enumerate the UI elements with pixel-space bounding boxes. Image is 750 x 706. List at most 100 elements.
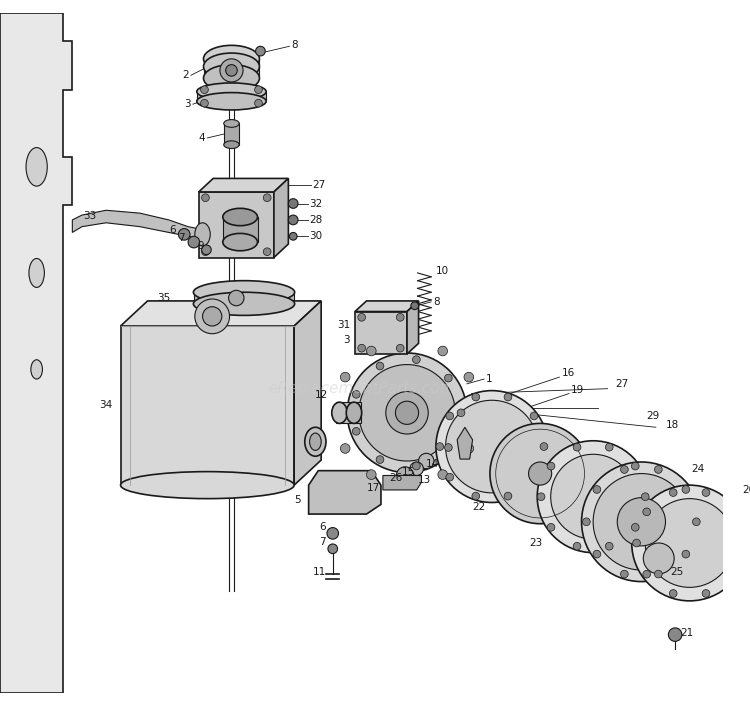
Polygon shape [194, 292, 294, 304]
Circle shape [202, 245, 211, 255]
Circle shape [226, 65, 237, 76]
Circle shape [445, 443, 452, 451]
Circle shape [633, 539, 640, 547]
Text: 17: 17 [367, 483, 380, 493]
Circle shape [632, 462, 639, 470]
Text: 4: 4 [199, 133, 206, 143]
Circle shape [290, 232, 297, 240]
Circle shape [438, 469, 448, 479]
Circle shape [263, 248, 271, 256]
Circle shape [548, 523, 555, 531]
Ellipse shape [203, 53, 259, 80]
Circle shape [178, 229, 190, 240]
Text: 7: 7 [320, 537, 326, 547]
Polygon shape [199, 192, 274, 258]
Text: 8: 8 [291, 40, 298, 50]
Text: 24: 24 [692, 464, 705, 474]
Text: eReplacementParts.com: eReplacementParts.com [268, 381, 455, 396]
Circle shape [340, 372, 350, 382]
Circle shape [620, 570, 628, 578]
Text: 35: 35 [158, 293, 171, 303]
Circle shape [327, 527, 338, 539]
Circle shape [436, 390, 548, 503]
Circle shape [202, 248, 209, 256]
Text: 23: 23 [529, 538, 542, 548]
Polygon shape [294, 301, 321, 485]
Ellipse shape [31, 360, 43, 379]
Text: 11: 11 [313, 567, 326, 577]
Polygon shape [0, 13, 72, 693]
Circle shape [472, 393, 480, 401]
Text: 34: 34 [100, 400, 112, 410]
Circle shape [739, 539, 746, 547]
Circle shape [669, 489, 677, 496]
Ellipse shape [310, 433, 321, 450]
Circle shape [632, 485, 748, 601]
Circle shape [655, 570, 662, 578]
Circle shape [702, 489, 709, 496]
Text: 12: 12 [315, 390, 328, 400]
Text: 13: 13 [418, 475, 431, 485]
Circle shape [581, 462, 701, 582]
Circle shape [376, 362, 384, 370]
Ellipse shape [346, 402, 362, 424]
Ellipse shape [203, 45, 259, 72]
Polygon shape [121, 301, 321, 326]
Circle shape [504, 393, 512, 401]
Circle shape [367, 469, 376, 479]
Ellipse shape [332, 402, 347, 424]
Circle shape [229, 290, 244, 306]
Circle shape [464, 443, 474, 453]
Text: 18: 18 [665, 420, 679, 431]
Circle shape [530, 412, 538, 420]
Circle shape [644, 543, 674, 574]
Circle shape [620, 466, 628, 473]
Ellipse shape [194, 281, 295, 304]
Polygon shape [355, 311, 407, 354]
Ellipse shape [304, 427, 326, 456]
Circle shape [632, 523, 639, 531]
Circle shape [202, 194, 209, 202]
Circle shape [254, 86, 262, 94]
Circle shape [655, 466, 662, 473]
Circle shape [195, 299, 230, 334]
Polygon shape [336, 402, 361, 424]
Circle shape [617, 498, 665, 546]
Ellipse shape [223, 208, 257, 226]
Text: 5: 5 [294, 495, 301, 505]
Ellipse shape [203, 65, 259, 92]
Text: 3: 3 [184, 99, 191, 109]
Circle shape [548, 462, 555, 470]
Text: 20: 20 [742, 485, 750, 495]
Circle shape [397, 313, 404, 321]
Circle shape [200, 100, 208, 107]
Text: 15: 15 [401, 467, 415, 477]
Polygon shape [196, 92, 266, 101]
Circle shape [445, 374, 452, 382]
Text: 2: 2 [182, 70, 189, 80]
Text: 31: 31 [337, 320, 350, 330]
Circle shape [446, 412, 454, 420]
Ellipse shape [121, 472, 294, 498]
Circle shape [643, 508, 650, 515]
Circle shape [729, 570, 736, 578]
Text: 10: 10 [436, 266, 449, 276]
Text: 27: 27 [615, 379, 628, 389]
Circle shape [358, 313, 365, 321]
Polygon shape [274, 179, 289, 258]
Text: 19: 19 [571, 385, 584, 395]
Circle shape [386, 392, 428, 434]
Circle shape [641, 493, 649, 501]
Text: 29: 29 [646, 411, 659, 421]
Circle shape [340, 443, 350, 453]
Circle shape [593, 474, 689, 570]
Circle shape [605, 542, 613, 550]
Text: 6: 6 [320, 522, 326, 532]
Circle shape [729, 508, 736, 515]
Polygon shape [199, 179, 289, 192]
Circle shape [397, 467, 414, 484]
Circle shape [376, 455, 384, 463]
Circle shape [645, 498, 734, 587]
Circle shape [436, 443, 444, 450]
Text: 6: 6 [169, 225, 176, 234]
